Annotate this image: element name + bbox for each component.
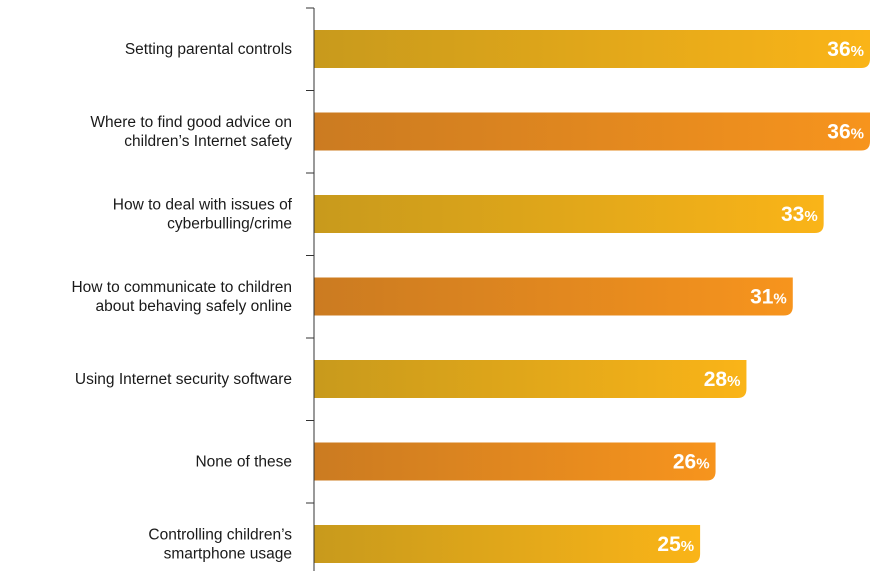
value-suffix: % (773, 291, 786, 308)
category-label-6: None of these (195, 454, 292, 471)
value-suffix: % (851, 126, 864, 143)
category-label-line: Where to find good advice on (90, 114, 292, 131)
bar-6 (314, 443, 716, 481)
category-label-line: Setting parental controls (125, 41, 292, 58)
value-number: 26 (673, 451, 696, 474)
category-label-5: Using Internet security software (75, 371, 292, 388)
category-label-line: about behaving safely online (96, 298, 292, 315)
bar-1 (314, 30, 870, 68)
value-number: 28 (704, 368, 728, 391)
value-suffix: % (681, 538, 694, 555)
category-label-line: None of these (195, 454, 292, 471)
category-label-line: Using Internet security software (75, 371, 292, 388)
category-label-3: How to deal with issues of cyberbulling/c… (113, 197, 293, 233)
category-label-2: Where to find good advice on children’s I… (90, 114, 292, 150)
category-label-line: smartphone usage (164, 546, 292, 563)
value-number: 31 (750, 286, 774, 309)
bar-3 (314, 195, 824, 233)
y-axis-layer (306, 8, 314, 571)
category-label-line: How to communicate to children (71, 279, 292, 296)
category-label-line: cyberbulling/crime (167, 216, 292, 233)
value-suffix: % (696, 456, 709, 473)
value-number: 25 (657, 533, 681, 556)
category-label-4: How to communicate to children about beha… (71, 279, 292, 315)
bar-5 (314, 360, 746, 398)
category-labels-layer: Setting parental controls Where to find g… (71, 41, 292, 563)
bar-7 (314, 525, 700, 563)
category-label-line: Controlling children’s (148, 527, 292, 544)
category-label-1: Setting parental controls (125, 41, 292, 58)
value-number: 36 (827, 38, 850, 61)
bar-4 (314, 278, 793, 316)
category-label-7: Controlling children’s smartphone usage (148, 527, 292, 563)
bar-2 (314, 113, 870, 151)
category-label-line: How to deal with issues of (113, 197, 293, 214)
value-number: 36 (827, 121, 850, 144)
category-label-line: children’s Internet safety (124, 133, 292, 150)
value-suffix: % (851, 43, 864, 60)
value-suffix: % (804, 208, 817, 225)
value-suffix: % (727, 373, 740, 390)
value-number: 33 (781, 203, 804, 226)
bars-layer: 36%36%33%31%28%26%25% (314, 30, 870, 563)
